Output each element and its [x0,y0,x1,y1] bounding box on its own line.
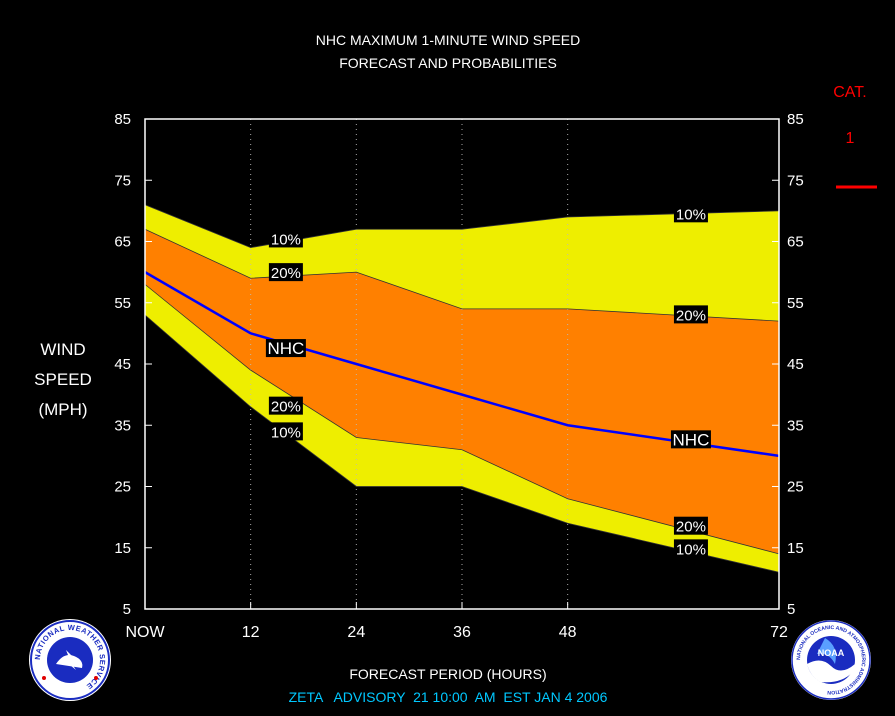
curve-label-bg-3 [268,396,303,415]
curve-label-4: 10% [271,424,301,441]
curve-label-9: 10% [676,541,706,558]
y-axis-label-line-2: SPEED [34,370,92,389]
y-tick-label-left-5: 5 [123,601,131,618]
x-tick-label-36: 36 [453,624,471,641]
curve-label-bg-7 [670,430,711,449]
y-tick-label-left-15: 15 [114,540,131,557]
x-tick-label-NOW: NOW [125,624,165,641]
chart-title: NHC MAXIMUM 1-MINUTE WIND SPEED [316,32,580,48]
advisory-footer: ZETA ADVISORY 21 10:00 AM EST JAN 4 2006 [289,689,608,705]
curve-label-6: 20% [676,307,706,324]
y-tick-label-left-55: 55 [114,295,131,312]
curve-label-bg-4 [268,422,303,441]
x-tick-label-72: 72 [770,624,788,641]
series-line-lower-10 [144,314,780,573]
chart-subtitle: FORECAST AND PROBABILITIES [339,55,557,71]
curve-label-2: NHC [267,339,304,358]
x-tick-label-12: 12 [242,624,260,641]
category-value: 1 [846,130,855,147]
x-tick-label-48: 48 [559,624,577,641]
y-tick-label-right-5: 5 [787,601,795,618]
curve-label-bg-0 [268,229,303,248]
category-label: CAT. [833,84,866,101]
y-tick-label-right-85: 85 [787,111,804,128]
y-tick-label-left-75: 75 [114,172,131,189]
y-tick-label-right-35: 35 [787,417,804,434]
curve-label-bg-6 [673,305,708,324]
curve-label-5: 10% [676,206,706,223]
curve-label-bg-2 [265,339,306,358]
y-tick-label-left-85: 85 [114,111,131,128]
y-axis-label-line-1: WIND [40,340,85,359]
curve-label-0: 10% [271,231,301,248]
series-line-upper-10 [144,204,780,249]
x-axis-label: FORECAST PERIOD (HOURS) [349,666,546,682]
curve-label-7: NHC [673,430,710,449]
curve-label-8: 20% [676,519,706,536]
y-tick-label-right-65: 65 [787,234,804,251]
curve-label-bg-5 [673,204,708,223]
y-tick-label-left-45: 45 [114,356,131,373]
y-tick-label-right-55: 55 [787,295,804,312]
curve-label-3: 20% [271,399,301,416]
y-tick-label-left-35: 35 [114,417,131,434]
series-line-lower-20 [144,284,780,555]
series-line-nhc [144,271,780,458]
curve-label-bg-1 [268,263,303,282]
curve-label-bg-9 [673,539,708,558]
series-line-upper-20 [144,228,780,322]
noaa-logo: NATIONAL OCEANIC AND ATMOSPHERIC ADMINIS… [791,620,871,700]
y-tick-label-left-65: 65 [114,234,131,251]
curve-label-1: 20% [271,265,301,282]
curve-label-bg-8 [673,516,708,535]
y-tick-label-right-75: 75 [787,172,804,189]
y-tick-label-right-15: 15 [787,540,804,557]
x-tick-label-24: 24 [347,624,365,641]
band-20-percent [145,229,779,554]
y-tick-label-left-25: 25 [114,479,131,496]
y-tick-label-right-25: 25 [787,479,804,496]
nws-logo: NATIONAL WEATHER SERVICE [29,619,111,701]
y-axis-label-line-3: (MPH) [38,400,87,419]
noaa-logo-text: NOAA [818,648,845,658]
y-tick-label-right-45: 45 [787,356,804,373]
